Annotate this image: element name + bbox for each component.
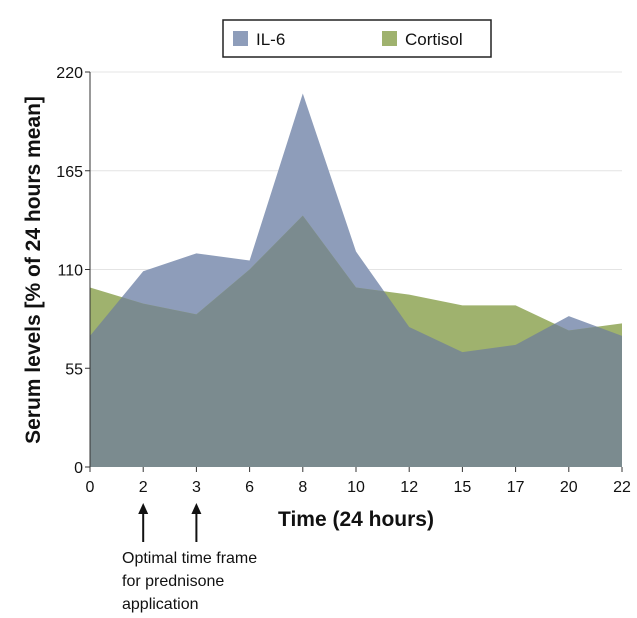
legend-label-il-6: IL-6: [256, 30, 285, 49]
annotation-line-1: Optimal time frame: [122, 550, 257, 567]
x-tick-label: 8: [298, 479, 307, 496]
y-tick-label: 165: [56, 164, 83, 181]
x-axis-ticks: 0 2 3 6 8 10 12 15 17 20 22: [86, 467, 631, 496]
legend-label-cortisol: Cortisol: [405, 30, 463, 49]
legend: IL-6 Cortisol: [222, 19, 492, 58]
legend-swatch-il-6: [233, 31, 248, 46]
x-tick-label: 20: [560, 479, 578, 496]
y-axis-title: Serum levels [% of 24 hours mean]: [22, 96, 45, 444]
legend-box: [222, 19, 492, 58]
x-tick-label: 10: [347, 479, 365, 496]
x-tick-label: 17: [507, 479, 525, 496]
annotation: Optimal time frame for prednisone applic…: [122, 503, 257, 613]
y-tick-label: 55: [65, 361, 83, 378]
y-tick-label: 220: [56, 65, 83, 82]
y-axis-ticks: 0 55 110 165 220: [56, 65, 90, 477]
series-areas: [90, 93, 622, 467]
x-tick-label: 6: [245, 479, 254, 496]
annotation-arrow: [138, 503, 149, 542]
x-tick-label: 0: [86, 479, 95, 496]
x-tick-label: 3: [192, 479, 201, 496]
x-tick-label: 22: [613, 479, 631, 496]
annotation-line-2: for prednisone: [122, 573, 224, 590]
annotation-line-3: application: [122, 596, 199, 613]
y-tick-label: 110: [57, 263, 83, 280]
y-tick-label: 0: [74, 460, 83, 477]
series-overlap-area: [90, 215, 622, 467]
x-tick-label: 12: [400, 479, 418, 496]
x-axis-title: Time (24 hours): [278, 508, 434, 531]
legend-swatch-cortisol: [382, 31, 397, 46]
x-tick-label: 2: [139, 479, 148, 496]
annotation-arrow: [191, 503, 202, 542]
x-tick-label: 15: [454, 479, 472, 496]
